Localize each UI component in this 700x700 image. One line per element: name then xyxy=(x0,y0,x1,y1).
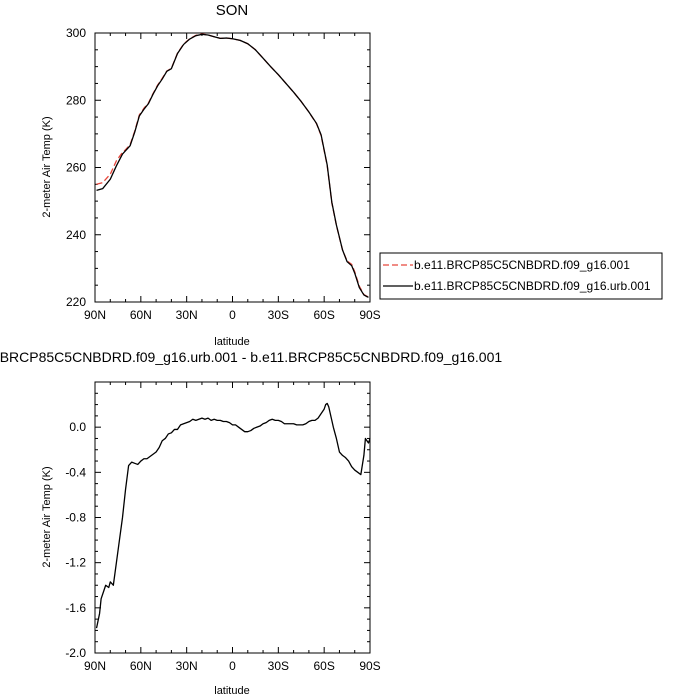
y-tick-label: -0.8 xyxy=(65,511,86,525)
y-tick-label: -1.6 xyxy=(65,601,86,615)
bottom-plot-frame xyxy=(94,381,371,654)
top-axis-ticks xyxy=(94,32,371,303)
x-tick-label: 30N xyxy=(176,659,198,673)
bottom-chart-title: b.e11.BRCP85C5CNBDRD.f09_g16.urb.001 - b… xyxy=(0,349,502,365)
top-series-lines xyxy=(96,33,369,298)
x-tick-label: 60N xyxy=(130,659,152,673)
legend-entry-2: b.e11.BRCP85C5CNBDRD.f09_g16.urb.001 xyxy=(414,279,651,293)
x-tick-label: 90S xyxy=(359,659,380,673)
y-tick-label: 300 xyxy=(66,26,86,40)
x-tick-label: 90N xyxy=(84,308,106,322)
x-tick-label: 90S xyxy=(359,308,380,322)
x-tick-label: 30N xyxy=(176,308,198,322)
bottom-series-lines xyxy=(95,402,371,629)
x-tick-label: 0 xyxy=(229,308,236,322)
legend-box xyxy=(379,252,663,300)
series-line-1 xyxy=(95,402,371,629)
top-y-axis-label: 2-meter Air Temp (K) xyxy=(41,116,53,217)
top-plot-frame xyxy=(94,32,371,303)
top-chart-title: SON xyxy=(216,2,249,19)
top-x-tick-labels: 90N 60N 30N 0 30S 60S 90S xyxy=(84,308,381,322)
x-tick-label: 0 xyxy=(229,659,236,673)
bottom-x-axis-label: latitude xyxy=(214,685,249,697)
series-line-2 xyxy=(96,33,369,298)
top-x-axis-label: latitude xyxy=(214,336,249,348)
y-tick-label: -0.4 xyxy=(65,465,86,479)
y-tick-label: 240 xyxy=(66,228,86,242)
x-tick-label: 30S xyxy=(268,308,289,322)
x-tick-label: 60S xyxy=(313,659,334,673)
bottom-y-tick-labels: -2.0 -1.6 -1.2 -0.8 -0.4 0.0 xyxy=(65,420,86,660)
y-tick-label: -2.0 xyxy=(65,646,86,660)
bottom-y-axis-label: 2-meter Air Temp (K) xyxy=(41,466,53,567)
bottom-axis-ticks xyxy=(94,381,371,654)
x-tick-label: 30S xyxy=(268,659,289,673)
y-tick-label: 220 xyxy=(66,295,86,309)
top-y-tick-labels: 220 240 260 280 300 xyxy=(66,26,86,309)
legend: b.e11.BRCP85C5CNBDRD.f09_g16.001 b.e11.B… xyxy=(379,252,663,300)
x-tick-label: 60S xyxy=(313,308,334,322)
y-tick-label: -1.2 xyxy=(65,556,86,570)
legend-entry-1: b.e11.BRCP85C5CNBDRD.f09_g16.001 xyxy=(414,258,630,272)
bottom-x-tick-labels: 90N 60N 30N 0 30S 60S 90S xyxy=(84,659,381,673)
y-tick-label: 260 xyxy=(66,161,86,175)
bottom-panel: b.e11.BRCP85C5CNBDRD.f09_g16.urb.001 - b… xyxy=(0,349,502,697)
x-tick-label: 60N xyxy=(130,308,152,322)
y-tick-label: 0.0 xyxy=(69,420,86,434)
top-panel: SON latitude 2-meter Air Temp (K) 90N 60N… xyxy=(41,2,381,348)
x-tick-label: 90N xyxy=(84,659,106,673)
y-tick-label: 280 xyxy=(66,93,86,107)
